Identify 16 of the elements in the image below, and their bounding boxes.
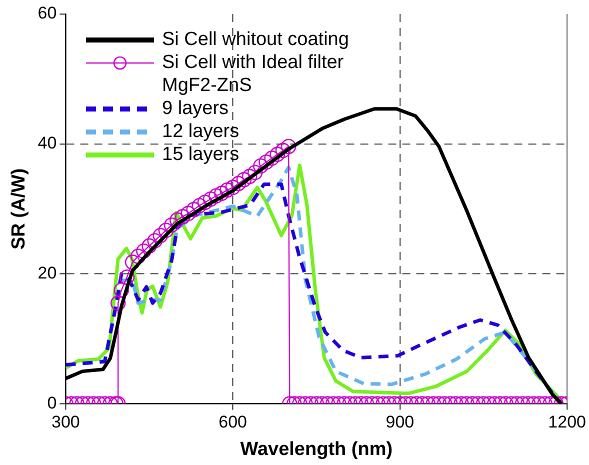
y-tick-label: 40 <box>38 134 57 153</box>
y-tick-label: 20 <box>38 264 57 283</box>
x-tick-label: 300 <box>52 412 80 432</box>
legend-label: Si Cell with Ideal filter <box>162 51 344 74</box>
y-tick-label: 60 <box>38 4 57 23</box>
x-tick-label: 1200 <box>548 412 586 432</box>
legend-label: 12 layers <box>162 120 240 143</box>
legend-title: MgF2-ZnS <box>162 74 252 97</box>
y-axis-title: SR (A/W) <box>8 168 30 250</box>
x-tick-label: 900 <box>386 412 414 432</box>
legend-label: 9 layers <box>162 97 229 120</box>
legend-label: Si Cell whitout coating <box>162 28 349 51</box>
x-axis-title: Wavelength (nm) <box>240 438 393 460</box>
x-tick-label: 600 <box>218 412 248 432</box>
legend-label: 15 layers <box>162 143 240 166</box>
y-tick-label: 0 <box>47 393 57 412</box>
